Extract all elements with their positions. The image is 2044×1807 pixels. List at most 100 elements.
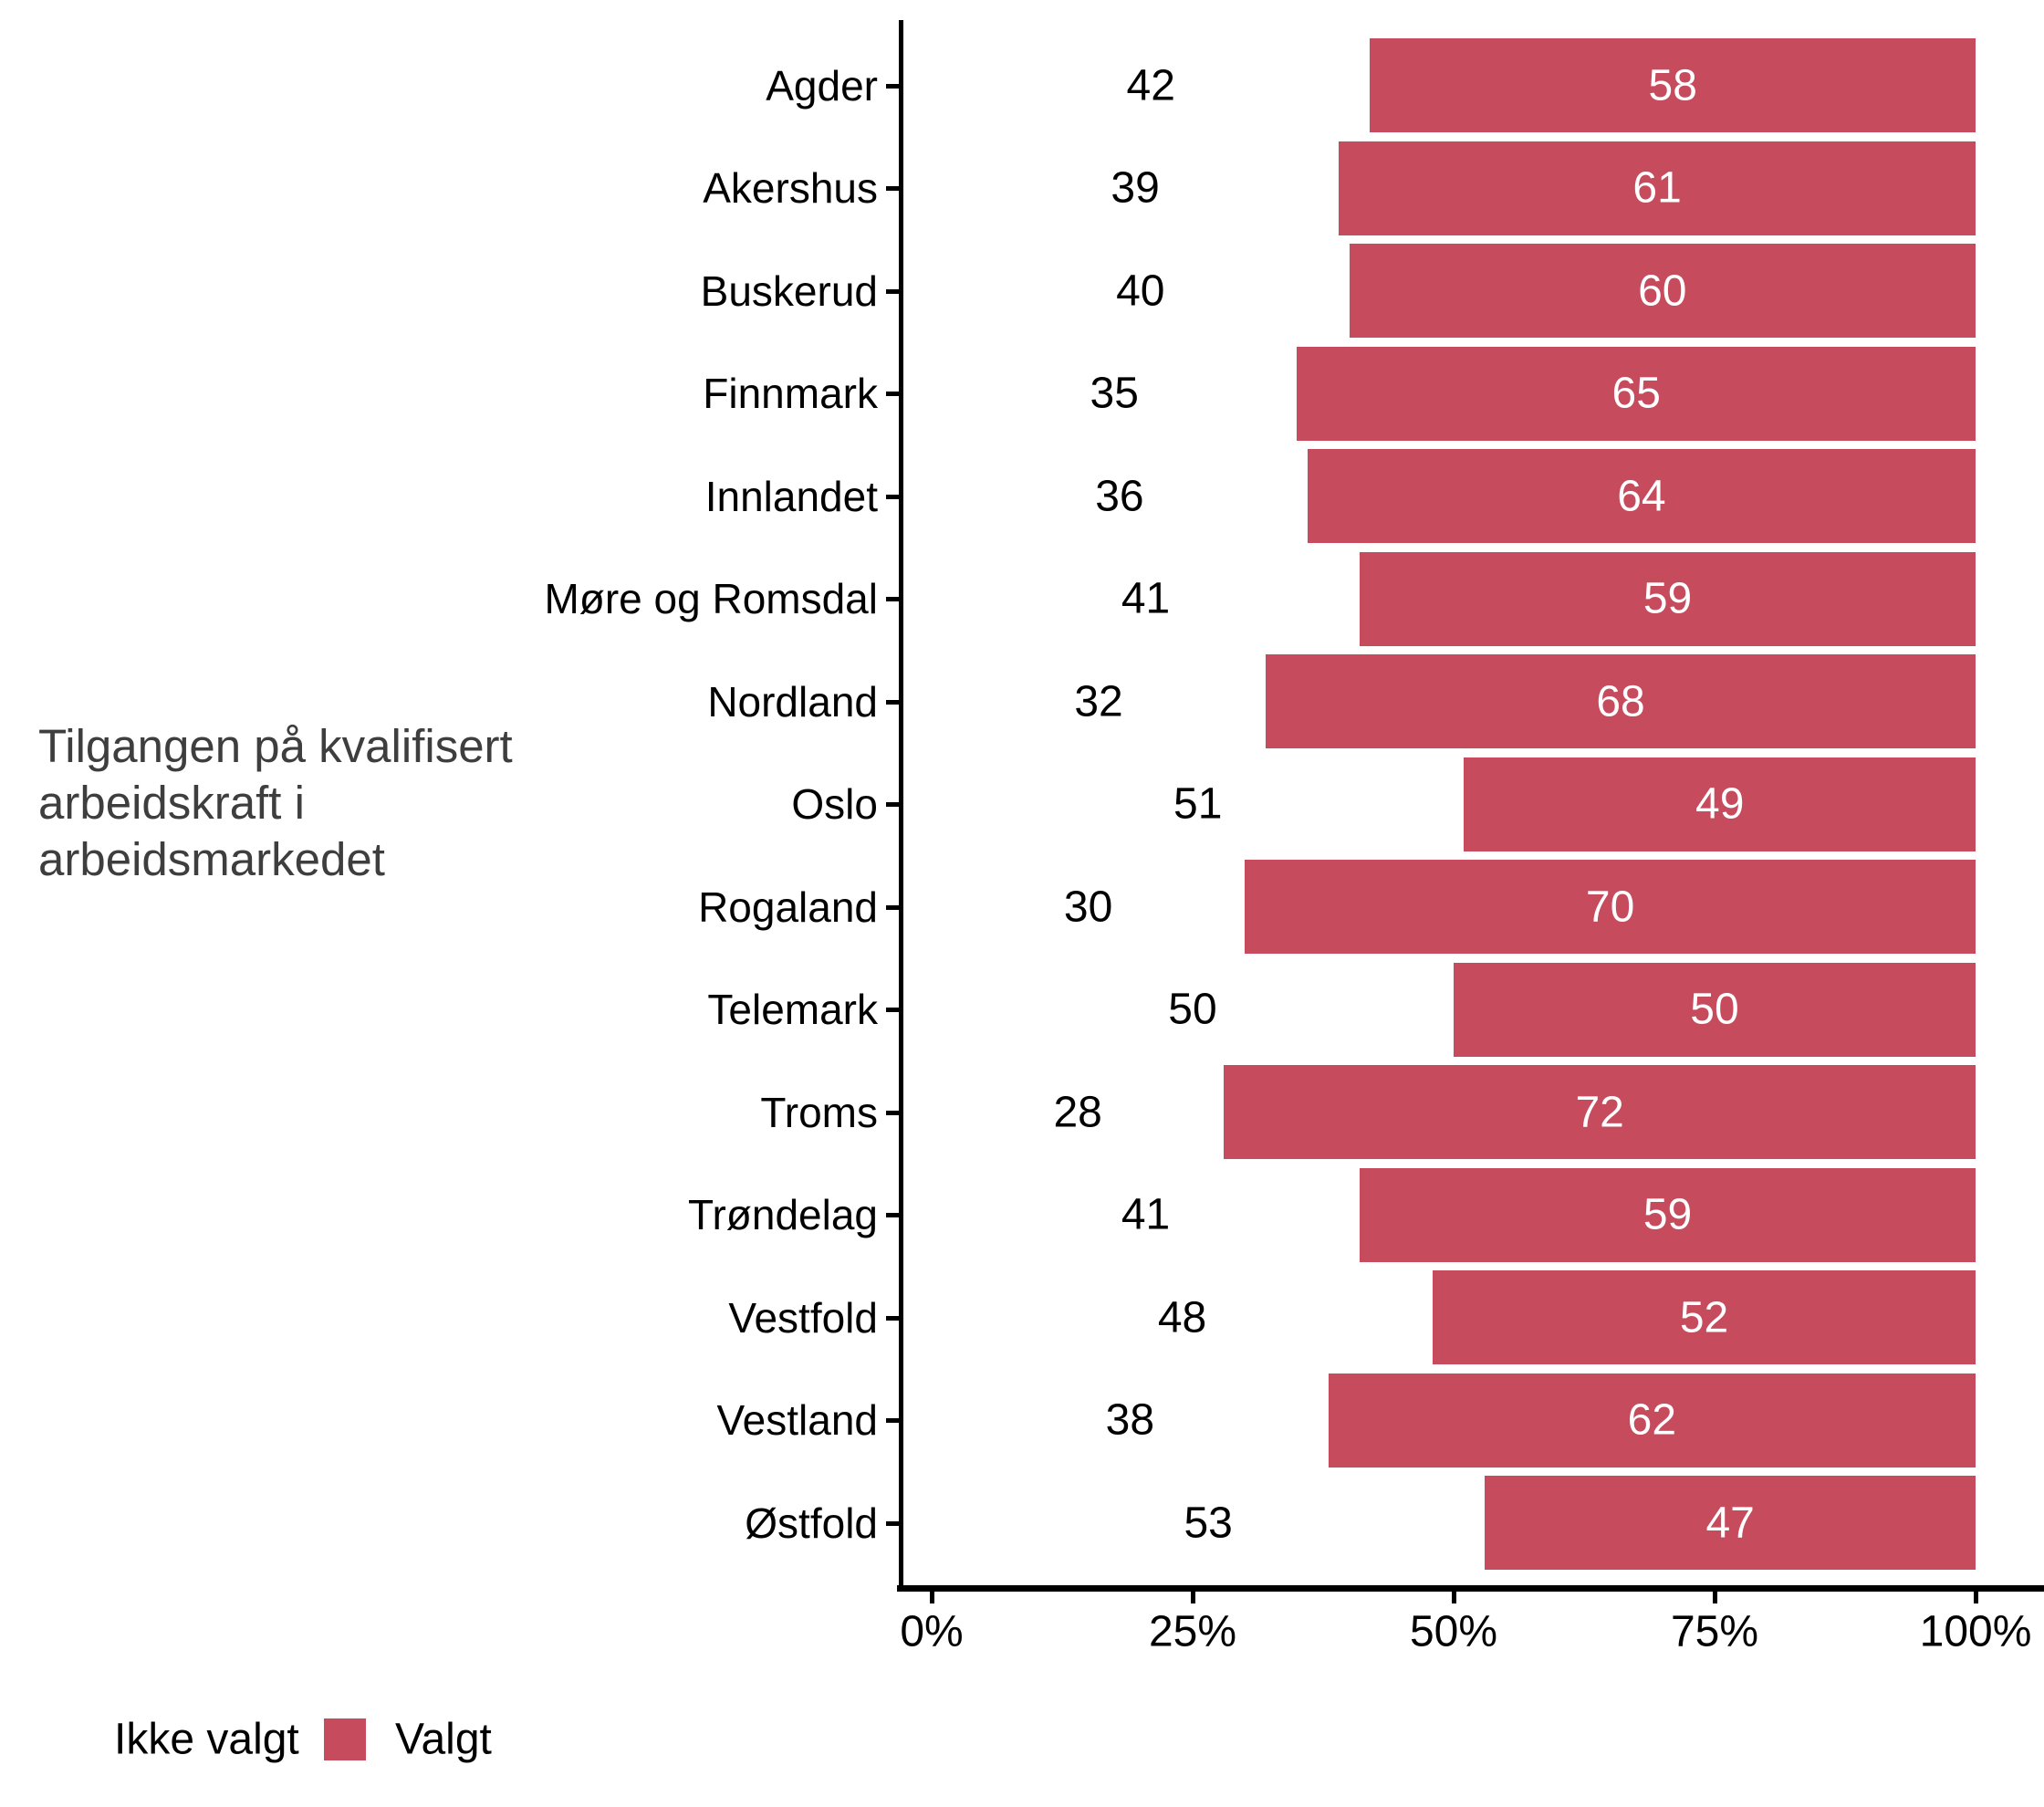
y-axis-category-label: Vestfold: [728, 1293, 878, 1342]
y-axis-tick: [886, 83, 899, 89]
value-label-ikke-valgt: 50: [1168, 985, 1217, 1034]
value-label-ikke-valgt: 42: [1126, 61, 1175, 110]
bar-segment-valgt: [1433, 1270, 1976, 1364]
x-axis-tick: [1452, 1592, 1456, 1603]
bar-segment-valgt: [1297, 346, 1976, 441]
value-label-ikke-valgt: 48: [1157, 1293, 1207, 1342]
value-label-ikke-valgt: 41: [1121, 1190, 1171, 1239]
bar-segment-valgt: [1339, 141, 1976, 235]
value-label-valgt: 58: [1648, 61, 1697, 110]
bar-segment-ikke-valgt: [932, 551, 1361, 646]
x-axis-tick-label: 100%: [1919, 1607, 2032, 1656]
y-axis-title: Tilgangen på kvalifisert arbeidskraft i …: [38, 718, 568, 888]
bar-segment-valgt: [1485, 1476, 1976, 1570]
bar-segment-ikke-valgt: [932, 346, 1298, 441]
bar-segment-ikke-valgt: [932, 244, 1350, 338]
bar-segment-valgt: [1360, 551, 1976, 646]
bar-segment-valgt: [1328, 1373, 1976, 1468]
y-axis-line: [899, 20, 903, 1585]
x-axis-tick: [930, 1592, 934, 1603]
y-axis-category-label: Innlandet: [704, 472, 878, 520]
bar-segment-ikke-valgt: [932, 1270, 1434, 1364]
bar-segment-valgt: [1224, 1065, 1976, 1159]
bar-segment-ikke-valgt: [932, 654, 1267, 748]
y-axis-title-line-3: arbeidsmarkedet: [38, 833, 385, 885]
y-axis-tick: [886, 1008, 899, 1012]
y-axis-category-label: Buskerud: [700, 266, 878, 315]
y-axis-tick: [886, 597, 899, 601]
value-label-ikke-valgt: 53: [1184, 1499, 1233, 1547]
y-axis-category-label: Rogaland: [698, 883, 878, 931]
legend-label-ikke-valgt: Ikke valgt: [114, 1715, 299, 1764]
bar-segment-valgt: [1464, 757, 1976, 851]
x-axis-tick: [1713, 1592, 1717, 1603]
bar-segment-valgt: [1245, 860, 1976, 954]
value-label-valgt: 60: [1638, 266, 1687, 315]
y-axis-tick: [886, 1418, 899, 1423]
y-axis-title-line-1: Tilgangen på kvalifisert: [38, 720, 513, 772]
bar-segment-ikke-valgt: [932, 1167, 1361, 1262]
y-axis-category-label: Finnmark: [703, 370, 878, 417]
y-axis-category-label: Vestland: [716, 1396, 878, 1444]
y-axis-tick: [886, 288, 899, 294]
bar-segment-ikke-valgt: [932, 1476, 1486, 1570]
y-axis-tick: [886, 1110, 899, 1115]
y-axis-category-label: Akershus: [703, 164, 878, 212]
bar-segment-ikke-valgt: [932, 1065, 1225, 1159]
value-label-ikke-valgt: 40: [1116, 266, 1165, 315]
value-label-valgt: 59: [1642, 1190, 1693, 1239]
y-axis-category-label: Agder: [766, 61, 878, 110]
value-label-valgt: 72: [1575, 1088, 1624, 1136]
y-axis-category-label: Trøndelag: [688, 1191, 878, 1238]
bar-segment-valgt: [1266, 654, 1976, 748]
y-axis-title-line-2: arbeidskraft i: [38, 777, 305, 829]
y-axis-category-label: Telemark: [707, 986, 878, 1033]
y-axis-tick: [886, 1213, 899, 1217]
value-label-valgt: 70: [1585, 883, 1635, 931]
value-label-ikke-valgt: 39: [1111, 163, 1160, 213]
bar-segment-ikke-valgt: [932, 962, 1454, 1057]
bar-segment-ikke-valgt: [932, 1373, 1329, 1468]
value-label-ikke-valgt: 51: [1173, 779, 1223, 829]
y-axis-tick: [886, 904, 899, 910]
y-axis-tick: [886, 802, 899, 807]
value-label-ikke-valgt: 32: [1074, 677, 1123, 726]
y-axis-category-label: Østfold: [745, 1499, 878, 1547]
value-label-valgt: 52: [1679, 1293, 1729, 1342]
value-label-valgt: 64: [1617, 472, 1666, 520]
y-axis-tick: [886, 494, 899, 499]
x-axis-tick: [1191, 1592, 1195, 1603]
y-axis-tick: [886, 1315, 899, 1321]
bar-segment-ikke-valgt: [932, 860, 1246, 954]
x-axis-tick-label: 25%: [1148, 1607, 1237, 1656]
y-axis-tick: [886, 699, 899, 705]
y-axis-tick: [886, 1520, 899, 1526]
bar-segment-ikke-valgt: [932, 141, 1340, 235]
bar-segment-ikke-valgt: [932, 38, 1371, 132]
y-axis-tick: [886, 186, 899, 191]
value-label-valgt: 49: [1695, 779, 1745, 829]
value-label-valgt: 62: [1627, 1395, 1677, 1445]
value-label-ikke-valgt: 28: [1053, 1088, 1102, 1136]
bar-segment-valgt: [1360, 1167, 1976, 1262]
x-axis-tick-label: 75%: [1670, 1607, 1759, 1656]
value-label-ikke-valgt: 38: [1105, 1395, 1155, 1445]
y-axis-category-label: Troms: [760, 1088, 878, 1136]
bar-segment-ikke-valgt: [932, 757, 1465, 851]
legend-key-ikke-valgt: [44, 1718, 86, 1760]
value-label-valgt: 50: [1690, 985, 1739, 1034]
value-label-ikke-valgt: 35: [1090, 369, 1139, 418]
bar-segment-valgt: [1370, 38, 1976, 132]
bar-segment-ikke-valgt: [932, 449, 1308, 543]
x-axis-line: [897, 1585, 2044, 1592]
bar-segment-valgt: [1307, 449, 1976, 543]
x-axis-tick-label: 50%: [1409, 1607, 1498, 1656]
value-label-ikke-valgt: 30: [1063, 883, 1113, 931]
x-axis-tick-label: 0%: [900, 1607, 964, 1656]
bar-segment-valgt: [1349, 244, 1976, 338]
value-label-valgt: 68: [1596, 677, 1645, 726]
x-axis-tick: [1974, 1592, 1978, 1603]
legend-key-valgt: [324, 1718, 366, 1760]
y-axis-category-label: Møre og Romsdal: [544, 575, 878, 622]
